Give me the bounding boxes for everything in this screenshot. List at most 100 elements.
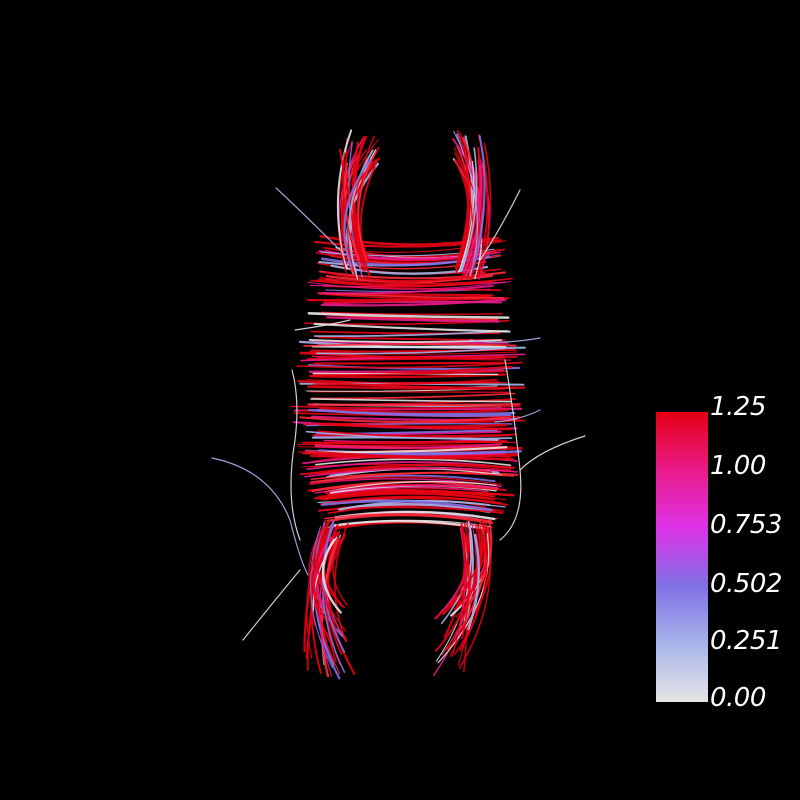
fiber-streamline xyxy=(317,278,493,288)
fiber-streamline xyxy=(311,392,516,400)
fiber-streamline xyxy=(330,519,485,530)
fiber-streamline xyxy=(308,476,503,486)
fiber-streamline xyxy=(434,524,481,653)
fiber-streamline xyxy=(325,512,493,522)
fiber-streamline xyxy=(316,408,512,418)
fiber-streamline xyxy=(314,484,499,494)
fiber-streamline xyxy=(309,390,511,393)
fiber-streamline xyxy=(326,513,493,525)
fiber-streamline xyxy=(326,490,489,499)
fiber-streamline xyxy=(308,369,505,373)
color-bar-tick-label: 0.00 xyxy=(710,683,766,713)
color-bar-gradient xyxy=(656,412,708,702)
fiber-streamline xyxy=(294,319,351,331)
fiber-streamline xyxy=(321,311,503,316)
fiber-streamline xyxy=(320,298,507,307)
fiber-streamline xyxy=(454,538,488,655)
fiber-streamline xyxy=(321,521,346,673)
fiber-streamline xyxy=(519,435,586,471)
fiber-streamline xyxy=(471,135,486,270)
fiber-streamline xyxy=(449,521,479,658)
fiber-streamline xyxy=(290,369,301,541)
fiber-streamline xyxy=(479,189,521,261)
fiber-streamline xyxy=(319,407,509,414)
fiber-streamline xyxy=(310,398,512,403)
fiber-streamline xyxy=(342,152,360,266)
fiber-streamline xyxy=(309,373,507,379)
fiber-streamline xyxy=(299,416,512,423)
fiber-streamline xyxy=(321,499,493,512)
fiber-streamline xyxy=(478,142,492,278)
fiber-streamline xyxy=(357,150,377,262)
fiber-streamline xyxy=(463,165,482,274)
fiber-streamline xyxy=(318,422,511,431)
fiber-streamline xyxy=(324,271,487,283)
fiber-streamline xyxy=(313,535,334,647)
fiber-streamline xyxy=(211,457,309,576)
fiber-streamline xyxy=(461,532,470,639)
color-bar-tick-label: 1.25 xyxy=(710,392,766,422)
fiber-streamline xyxy=(467,533,480,631)
fiber-streamline xyxy=(318,270,506,280)
fiber-streamline xyxy=(311,340,509,345)
fiber-streamline xyxy=(328,486,488,496)
fiber-streamline xyxy=(304,467,518,478)
fiber-streamline xyxy=(315,440,504,445)
fiber-streamline xyxy=(307,281,511,290)
fiber-streamline xyxy=(343,159,372,268)
fiber-streamline xyxy=(275,187,346,256)
fiber-streamline xyxy=(314,458,512,467)
fiber-streamline xyxy=(469,337,541,343)
fiber-streamline xyxy=(499,359,522,541)
fiber-streamline xyxy=(242,569,301,641)
fiber-streamline xyxy=(321,538,342,614)
fiber-streamline xyxy=(306,526,324,659)
fiber-streamline xyxy=(309,348,517,354)
fiber-streamline xyxy=(318,466,493,475)
fiber-streamline xyxy=(311,370,508,377)
fiber-streamline xyxy=(313,378,498,386)
fiber-streamline xyxy=(321,285,494,295)
fiber-streamline xyxy=(317,521,347,632)
fiber-streamline xyxy=(334,523,349,643)
fiber-streamline xyxy=(307,403,521,407)
fiber-streamline xyxy=(308,463,515,475)
fiber-streamline xyxy=(328,480,497,492)
color-bar-tick-label: 0.251 xyxy=(710,626,782,656)
fiber-streamline xyxy=(314,443,503,450)
fiber-streamline xyxy=(451,524,466,657)
fiber-streamline xyxy=(319,489,496,500)
fiber-streamline xyxy=(290,405,521,410)
fiber-streamline xyxy=(352,141,367,272)
fiber-streamline xyxy=(296,361,523,369)
color-bar-tick-label: 0.753 xyxy=(710,510,782,540)
fiber-streamline xyxy=(464,520,474,623)
fiber-streamline xyxy=(332,533,348,606)
fiber-streamline xyxy=(461,147,478,271)
color-bar-tick-label: 0.502 xyxy=(710,569,782,599)
fiber-streamline xyxy=(433,527,483,620)
fiber-streamline xyxy=(310,454,515,461)
fiber-streamline xyxy=(303,343,517,347)
fiber-streamline xyxy=(317,336,506,342)
fiber-streamline xyxy=(317,292,505,299)
fiber-streamline xyxy=(454,147,470,270)
fiber-streamline xyxy=(320,538,339,678)
fiber-streamline xyxy=(326,316,501,323)
fiber-streamline xyxy=(316,347,506,355)
fiber-streamline xyxy=(313,322,511,333)
fiber-streamline xyxy=(437,533,490,664)
fiber-streamline xyxy=(494,409,541,423)
fiber-streamline xyxy=(306,379,507,384)
fiber-streamline xyxy=(310,472,515,481)
fiber-streamline xyxy=(319,495,509,506)
fiber-streamline xyxy=(317,430,511,438)
color-bar-tick-label: 1.00 xyxy=(710,451,766,481)
fiber-streamline xyxy=(348,149,374,275)
fiber-streamline xyxy=(313,330,508,337)
fiber-streamline xyxy=(307,312,510,319)
fiber-streamline xyxy=(449,520,470,608)
fiber-streamline xyxy=(305,430,513,440)
